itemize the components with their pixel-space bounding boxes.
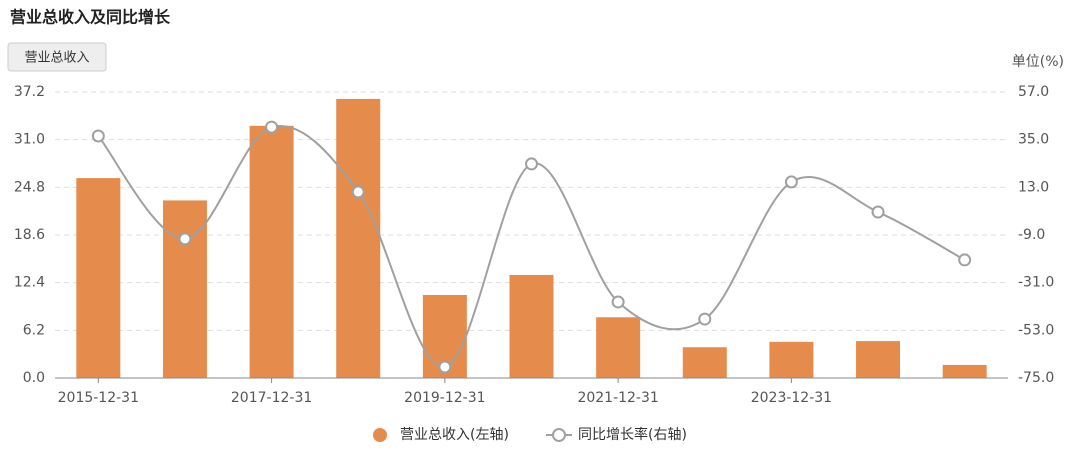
y-tick-label: 18.6	[14, 227, 45, 243]
line-point	[265, 120, 279, 134]
bar	[769, 341, 814, 378]
line-point	[871, 205, 885, 219]
bar	[76, 178, 121, 378]
chart-title: 营业总收入及同比增长	[10, 8, 171, 27]
y2-tick-label: -31.0	[1018, 275, 1054, 291]
y2-tick-label: 13.0	[1018, 179, 1049, 195]
y-tick-label: 31.0	[14, 132, 45, 148]
x-tick-label: 2019-12-31	[404, 390, 485, 406]
y2-tick-label: -9.0	[1018, 227, 1045, 243]
bar	[249, 125, 294, 378]
bar	[509, 274, 554, 378]
line-point	[698, 312, 712, 326]
bar	[682, 347, 727, 378]
tooltip-box	[7, 42, 107, 72]
x-tick-label: 2015-12-31	[58, 390, 139, 406]
line-point	[351, 185, 365, 199]
y2-tick-label: 35.0	[1018, 132, 1049, 148]
legend-icon	[373, 428, 387, 442]
line-point	[525, 157, 538, 171]
bar	[162, 200, 207, 378]
line-point	[784, 175, 798, 189]
y-tick-label: 6.2	[23, 322, 45, 338]
bar	[336, 98, 381, 378]
line-point	[611, 295, 625, 309]
x-tick-label: 2021-12-31	[577, 390, 658, 406]
x-tick-label: 2023-12-31	[751, 390, 832, 406]
legend-label: 同比增长率(右轴)	[578, 426, 687, 443]
bar	[856, 341, 901, 378]
line-point	[178, 232, 192, 246]
bar	[596, 317, 641, 378]
tooltip-label: 营业总收入	[24, 51, 89, 66]
line-point	[91, 129, 105, 143]
line-point	[958, 253, 972, 267]
legend-icon	[552, 428, 566, 442]
y2-tick-label: 57.0	[1018, 84, 1049, 100]
x-tick-label: 2017-12-31	[231, 390, 312, 406]
y2-tick-label: -53.0	[1018, 322, 1054, 338]
y-tick-label: 0.0	[23, 370, 45, 386]
y-tick-label: 12.4	[14, 275, 45, 291]
bar	[942, 364, 987, 378]
line-point	[438, 360, 452, 374]
y-tick-label: 37.2	[14, 84, 45, 100]
y2-tick-label: -75.0	[1018, 370, 1054, 386]
y2-unit: 单位(%)	[1012, 54, 1064, 70]
legend-label: 营业总收入(左轴)	[400, 427, 509, 443]
y-tick-label: 24.8	[14, 179, 45, 195]
